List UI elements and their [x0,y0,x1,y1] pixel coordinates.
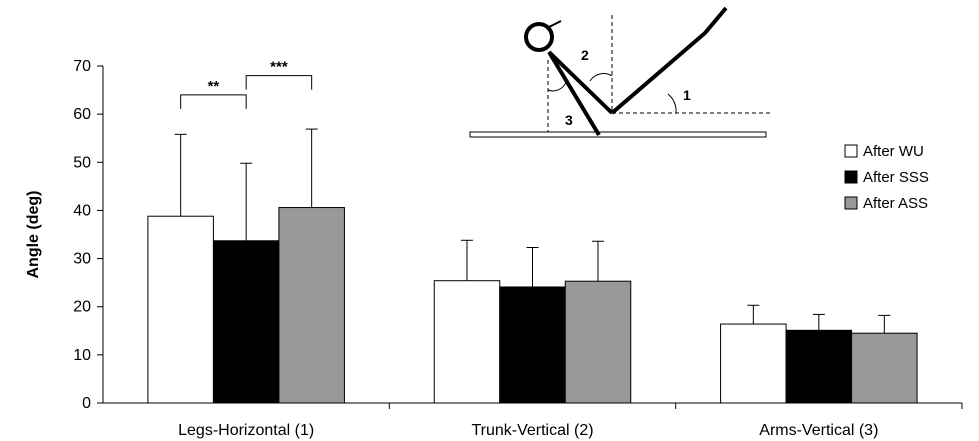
y-tick-label: 0 [82,395,91,412]
y-tick-label: 60 [73,106,91,123]
inset-angle-arc-2 [589,73,613,82]
inset-head [524,22,554,52]
legend-label: After ASS [863,195,928,212]
legend-label: After WU [863,143,924,160]
y-tick-label: 20 [73,299,91,316]
bar [785,329,853,404]
significance-label: *** [270,59,288,76]
bar [720,323,787,404]
x-category-label: Trunk-Vertical (2) [471,422,593,439]
inset-head-tick [548,20,562,28]
bar [851,332,918,404]
significance-bracket [180,94,247,109]
y-tick-label: 10 [73,347,91,364]
inset-legs [610,6,728,115]
y-axis-title: Angle (deg) [25,191,42,279]
bar [433,280,501,404]
inset-ground-bar [469,131,767,138]
significance-bracket [245,75,313,90]
legend-swatch [844,144,858,158]
legend-swatch [844,170,858,184]
legend-swatch [844,196,858,210]
bar [564,280,632,404]
inset-angle-arc-3 [547,81,567,92]
y-tick-label: 40 [73,202,91,219]
bar [278,207,345,404]
bar [212,240,280,404]
x-category-label: Legs-Horizontal (1) [178,422,314,439]
legend-label: After SSS [863,169,929,186]
bar [147,215,214,404]
significance-label: ** [208,78,220,95]
y-tick-label: 70 [73,58,91,75]
inset-trunk [547,50,614,115]
bar [499,286,566,404]
inset-label-3: 3 [565,112,573,128]
y-tick-label: 50 [73,154,91,171]
x-category-label: Arms-Vertical (3) [759,422,878,439]
inset-label-1: 1 [683,87,691,103]
inset-label-2: 2 [581,47,589,63]
inset-arm [547,50,601,137]
y-tick-label: 30 [73,251,91,268]
posture-diagram: 1 2 3 [469,6,773,138]
inset-angle-arc-1 [667,93,677,114]
